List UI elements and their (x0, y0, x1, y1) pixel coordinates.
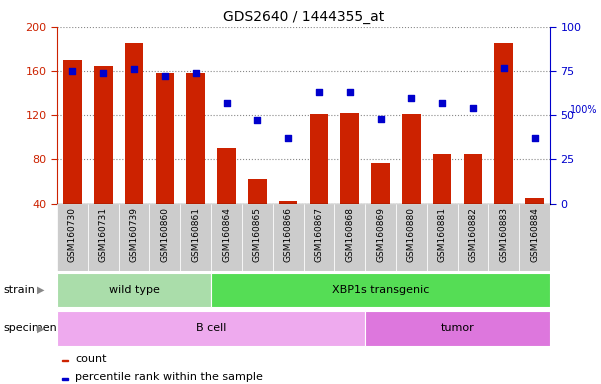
Point (314, 89, 324, 95)
Bar (304, 204, 334, 271)
Bar (218, 148, 236, 204)
Point (68, 68, 78, 74)
Point (129, 66, 139, 72)
Bar (489, 204, 519, 271)
Bar (119, 204, 150, 271)
Point (160, 73, 169, 79)
Bar (150, 204, 180, 271)
Text: ▶: ▶ (37, 285, 44, 295)
Bar (457, 204, 489, 271)
Text: tumor: tumor (441, 323, 474, 333)
Text: GSM160868: GSM160868 (345, 207, 354, 262)
Bar (525, 198, 544, 204)
Text: GSM160866: GSM160866 (284, 207, 293, 262)
Text: GSM160884: GSM160884 (530, 207, 539, 262)
Point (252, 118, 262, 124)
Text: percentile rank within the sample: percentile rank within the sample (75, 372, 263, 382)
Bar (279, 201, 297, 204)
Text: ▶: ▶ (37, 323, 44, 333)
Bar (88, 204, 119, 271)
Bar (94, 66, 112, 204)
Bar (62, 360, 68, 361)
Point (191, 70, 201, 76)
Bar (63, 60, 82, 204)
Text: GSM160731: GSM160731 (99, 207, 108, 262)
Bar (396, 204, 427, 271)
Point (499, 65, 508, 71)
Point (529, 135, 539, 141)
Bar (57, 311, 365, 346)
Bar (365, 204, 396, 271)
Bar (156, 73, 174, 204)
Text: GSM160867: GSM160867 (314, 207, 323, 262)
Point (283, 135, 293, 141)
Point (438, 100, 447, 106)
Bar (371, 163, 390, 204)
Bar (365, 311, 550, 346)
Bar (180, 204, 211, 271)
Point (222, 100, 231, 106)
Bar (125, 43, 144, 204)
Bar (62, 378, 68, 380)
Point (376, 116, 385, 122)
Text: GSM160739: GSM160739 (130, 207, 139, 262)
Bar (57, 273, 211, 307)
Bar (427, 204, 457, 271)
Point (345, 89, 355, 95)
Text: GSM160860: GSM160860 (160, 207, 169, 262)
Text: GSM160881: GSM160881 (438, 207, 447, 262)
Text: GSM160730: GSM160730 (68, 207, 77, 262)
Bar (273, 204, 304, 271)
Bar (248, 179, 267, 204)
Bar (211, 204, 242, 271)
Text: strain: strain (3, 285, 35, 295)
Bar (186, 73, 205, 204)
Text: GSM160865: GSM160865 (253, 207, 262, 262)
Text: count: count (75, 354, 106, 364)
Point (406, 94, 416, 101)
Text: GSM160883: GSM160883 (499, 207, 508, 262)
Bar (495, 43, 513, 204)
Point (99, 70, 108, 76)
Text: XBP1s transgenic: XBP1s transgenic (332, 285, 429, 295)
Text: GSM160864: GSM160864 (222, 207, 231, 262)
Text: GSM160861: GSM160861 (191, 207, 200, 262)
Y-axis label: 100%: 100% (570, 105, 598, 115)
Text: wild type: wild type (109, 285, 159, 295)
Bar (519, 204, 550, 271)
Text: GSM160880: GSM160880 (407, 207, 416, 262)
Bar (242, 204, 273, 271)
Bar (464, 154, 482, 204)
Bar (433, 154, 451, 204)
Text: B cell: B cell (196, 323, 227, 333)
Text: GSM160882: GSM160882 (468, 207, 477, 262)
Title: GDS2640 / 1444355_at: GDS2640 / 1444355_at (223, 10, 384, 25)
Text: GSM160869: GSM160869 (376, 207, 385, 262)
Bar (211, 273, 550, 307)
Text: specimen: specimen (3, 323, 56, 333)
Bar (57, 204, 88, 271)
Bar (334, 204, 365, 271)
Point (468, 105, 478, 111)
Bar (310, 114, 328, 204)
Bar (402, 114, 421, 204)
Bar (340, 113, 359, 204)
